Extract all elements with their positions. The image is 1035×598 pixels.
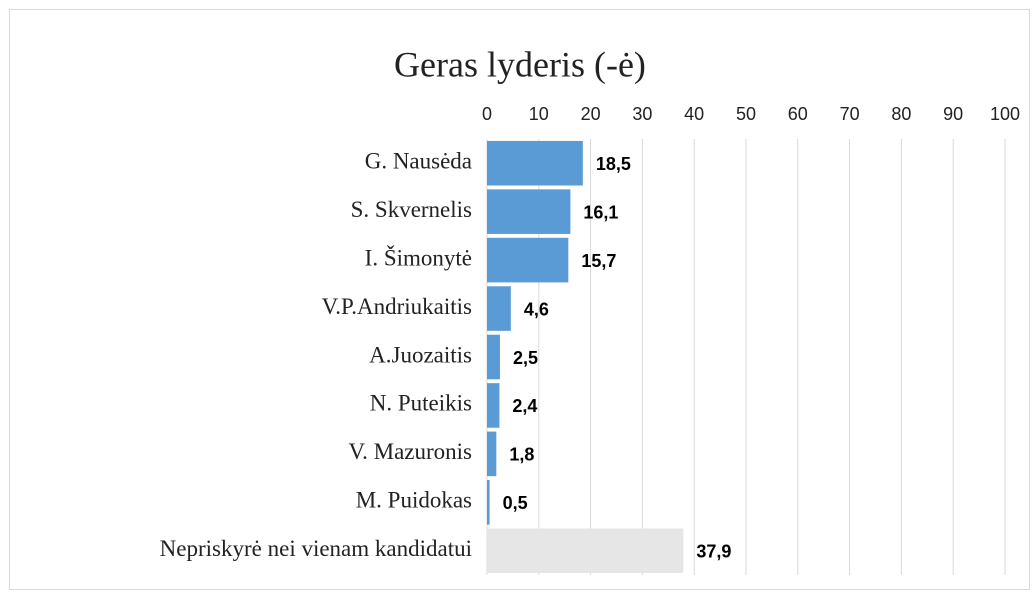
bar [487, 334, 500, 380]
data-label: 15,7 [581, 251, 616, 271]
chart-title: Geras lyderis (-ė) [394, 44, 646, 84]
bar [487, 189, 571, 234]
x-tick-label: 80 [891, 104, 911, 124]
x-tick-label: 40 [684, 104, 704, 124]
y-tick-label: V. Mazuronis [348, 439, 472, 464]
y-tick-label: N. Puteikis [370, 391, 472, 416]
data-label: 18,5 [596, 154, 631, 174]
data-label: 16,1 [583, 202, 618, 222]
chart-border [9, 9, 1030, 590]
x-tick-label: 30 [632, 104, 652, 124]
bar [487, 528, 684, 574]
y-tick-label: A.Juozaitis [369, 342, 472, 367]
y-tick-label: V.P.Andriukaitis [322, 294, 472, 319]
data-label: 0,5 [503, 493, 528, 513]
x-tick-label: 90 [943, 104, 963, 124]
x-tick-label: 20 [581, 104, 601, 124]
y-tick-label: M. Puidokas [356, 488, 472, 513]
x-tick-label: 70 [840, 104, 860, 124]
x-tick-label: 100 [990, 104, 1020, 124]
bar [487, 383, 500, 428]
x-tick-label: 60 [788, 104, 808, 124]
y-tick-label: G. Nausėda [365, 149, 472, 174]
bar [487, 237, 569, 283]
y-tick-label: S. Skvernelis [351, 197, 472, 222]
data-label: 37,9 [696, 542, 731, 562]
bar [487, 140, 583, 186]
bar [487, 286, 511, 331]
bar [487, 431, 497, 477]
x-tick-label: 10 [529, 104, 549, 124]
y-tick-label: Nepriskyrė nei vienam kandidatui [160, 536, 472, 561]
x-tick-label: 50 [736, 104, 756, 124]
y-tick-label: I. Šimonytė [365, 244, 472, 270]
data-label: 2,5 [513, 348, 538, 368]
data-label: 4,6 [524, 299, 549, 319]
data-label: 2,4 [512, 396, 537, 416]
data-label: 1,8 [509, 445, 534, 465]
bar [487, 480, 490, 525]
x-tick-label: 0 [482, 104, 492, 124]
